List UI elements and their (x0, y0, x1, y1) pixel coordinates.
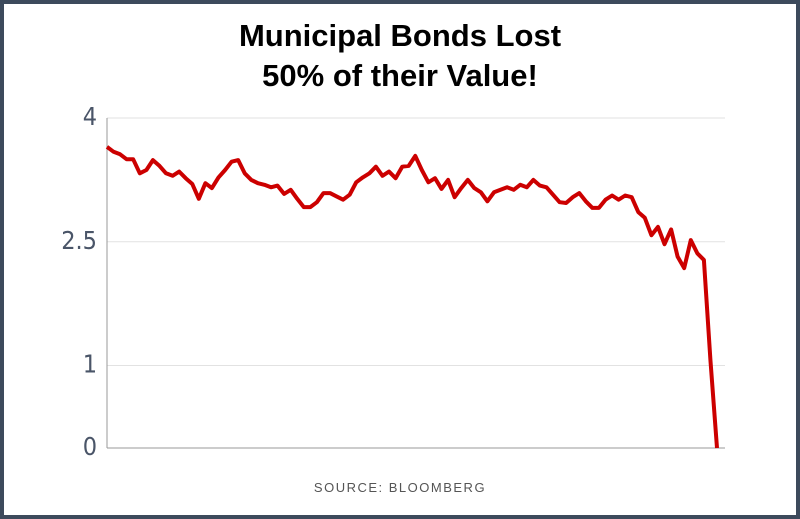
y-tick-label: 2.5 (61, 226, 97, 255)
data-line (105, 145, 719, 449)
chart-title: Municipal Bonds Lost (239, 18, 561, 53)
source: SOURCE: BLOOMBERG (314, 480, 486, 495)
y-tick-label: 4 (83, 102, 97, 131)
y-tick-label: 1 (83, 350, 97, 379)
y-tick-label: 0 (83, 432, 97, 461)
chart-title: 50% of their Value! (262, 58, 538, 93)
